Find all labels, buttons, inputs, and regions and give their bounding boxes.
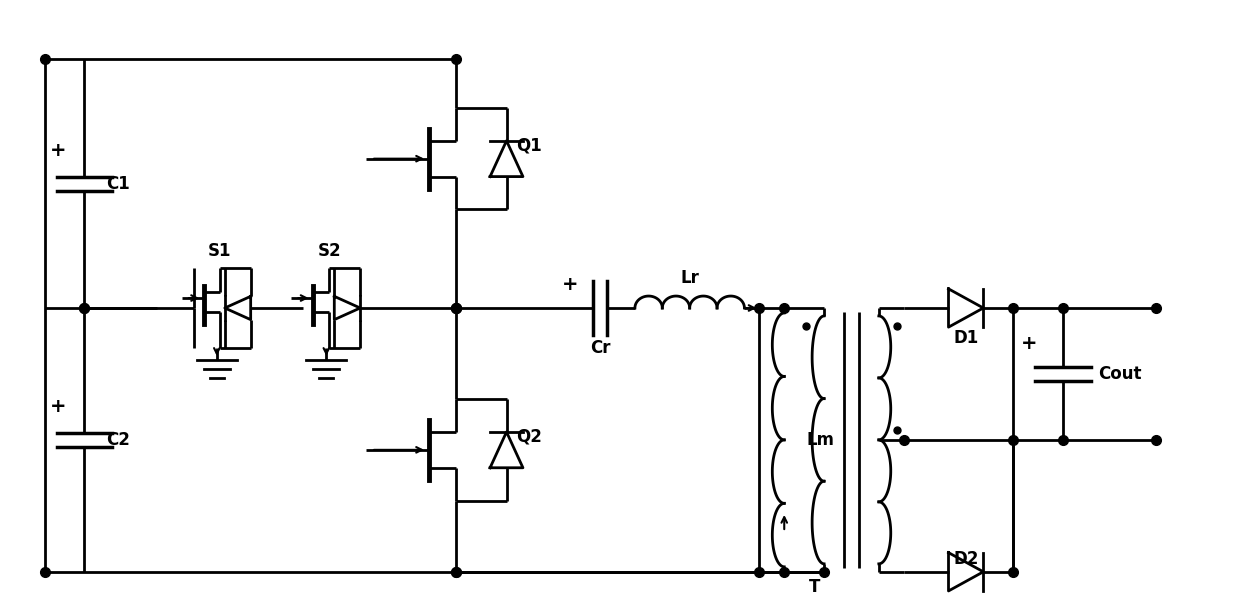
Text: +: +	[50, 397, 66, 416]
Text: Lm: Lm	[807, 431, 834, 449]
Text: Q2: Q2	[517, 428, 543, 446]
Text: C1: C1	[107, 175, 130, 192]
Text: S1: S1	[208, 242, 232, 261]
Text: +: +	[563, 275, 579, 294]
Text: C2: C2	[107, 431, 130, 449]
Text: Cr: Cr	[590, 339, 611, 357]
Text: S2: S2	[317, 242, 341, 261]
Text: D1: D1	[953, 329, 979, 347]
Text: Cout: Cout	[1098, 365, 1141, 383]
Text: Lr: Lr	[680, 269, 699, 287]
Text: +: +	[1021, 334, 1038, 353]
Text: D2: D2	[953, 550, 979, 568]
Text: +: +	[50, 141, 66, 160]
Text: Q1: Q1	[517, 137, 543, 154]
Text: T: T	[808, 577, 820, 596]
